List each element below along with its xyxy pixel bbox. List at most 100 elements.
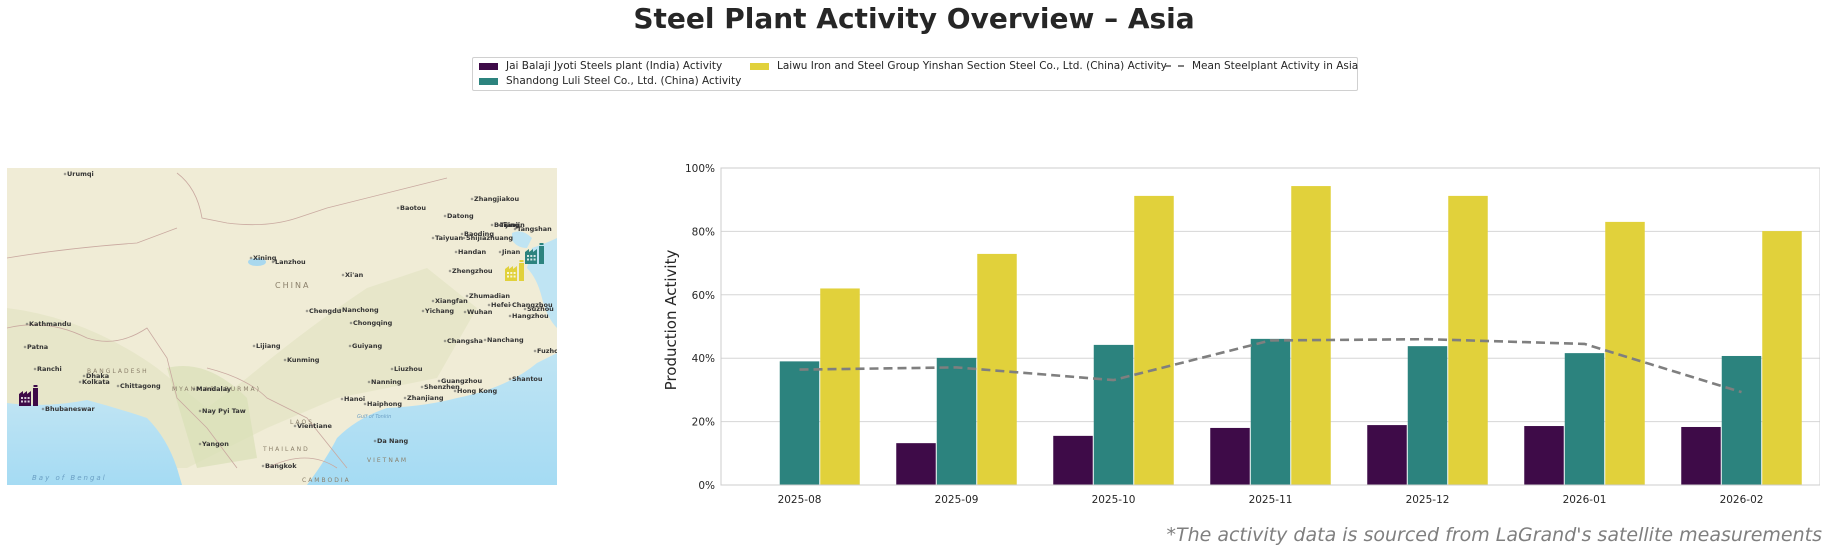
- y-tick-label: 60%: [692, 290, 715, 302]
- map-city-dot: [25, 322, 29, 326]
- map-label-city: Lijiang: [256, 342, 281, 350]
- map-label-city: Yangon: [201, 440, 229, 448]
- map-label-city: Xining: [253, 254, 277, 262]
- map-city-dot: [341, 273, 345, 277]
- legend-item-mean: Mean Steelplant Activity in Asia: [1165, 60, 1358, 72]
- bar: [1681, 426, 1721, 485]
- map-city-dot: [271, 260, 275, 264]
- map-city-dot: [33, 367, 37, 371]
- legend-label: Mean Steelplant Activity in Asia: [1192, 60, 1359, 72]
- legend-label: Shandong Luli Steel Co., Ltd. (China) Ac…: [506, 75, 742, 87]
- map-label-city: Zhanjiang: [407, 394, 444, 402]
- map-label-city: Lanzhou: [275, 258, 306, 266]
- chart-legend: Jai Balaji Jyoti Steels plant (India) Ac…: [472, 57, 1358, 91]
- map-city-dot: [23, 345, 27, 349]
- map-label-region: CHINA: [275, 281, 310, 290]
- map-city-dot: [533, 349, 537, 353]
- map-label-city: Bangkok: [265, 462, 297, 470]
- map-city-dot: [470, 197, 474, 201]
- x-tick-label: 2025-12: [1406, 494, 1450, 506]
- map-label-city: Chittagong: [120, 382, 161, 390]
- bar: [896, 443, 936, 485]
- y-ticks: 0% 20% 40% 60% 80% 100%: [685, 163, 715, 492]
- y-tick-label: 0%: [698, 480, 715, 492]
- y-tick-label: 40%: [692, 353, 715, 365]
- bar: [1053, 435, 1093, 485]
- bar: [1093, 344, 1134, 485]
- bar: [779, 361, 820, 485]
- map-label-city: Hanoi: [344, 395, 365, 403]
- y-tick-label: 20%: [692, 417, 715, 429]
- map-city-dot: [460, 232, 464, 236]
- map-city-dot: [487, 303, 491, 307]
- map-city-dot: [483, 338, 487, 342]
- map-label-city: Shijiazhuang: [466, 234, 513, 242]
- map-city-dot: [498, 250, 502, 254]
- map-label-city: Datong: [447, 212, 474, 220]
- map-label-city: Nanchong: [342, 306, 379, 314]
- map-label-city: Handan: [458, 248, 486, 256]
- factory-icon[interactable]: [19, 385, 38, 406]
- footnote: *The activity data is sourced from LaGra…: [1166, 524, 1822, 546]
- map-label-city: Yichang: [424, 307, 454, 315]
- x-ticks: 2025-08 2025-09 2025-10 2025-11 2025-12 2026-…: [778, 494, 1764, 506]
- map-label-city: Hefei: [491, 301, 510, 309]
- y-axis-label: Production Activity: [662, 250, 680, 391]
- map-label-city: Guangzhou: [441, 377, 483, 385]
- map-city-dot: [454, 250, 458, 254]
- map-label-city: Baotou: [400, 204, 426, 212]
- bar: [1407, 346, 1448, 485]
- x-tick-label: 2025-11: [1249, 494, 1293, 506]
- map-city-dot: [508, 303, 512, 307]
- map-label-city: Baoding: [464, 230, 494, 238]
- factory-icon[interactable]: [525, 243, 544, 264]
- map-lake: [248, 258, 266, 266]
- y-tick-label: 100%: [685, 163, 715, 175]
- legend-dash-mean: [1165, 65, 1184, 67]
- x-tick-label: 2025-09: [935, 494, 979, 506]
- map-label-region: LAOS: [290, 419, 314, 426]
- legend-label: Jai Balaji Jyoti Steels plant (India) Ac…: [506, 60, 723, 72]
- map-borders: [7, 172, 448, 469]
- map-city-dot: [198, 442, 202, 446]
- map-city-dot: [508, 377, 512, 381]
- bar: [1524, 426, 1564, 485]
- map-city-dot: [496, 223, 500, 227]
- map-city-dot: [465, 294, 469, 298]
- map-city-dot: [453, 389, 457, 393]
- bar: [1762, 231, 1802, 485]
- map-city-dot: [349, 321, 353, 325]
- map-city-dot: [523, 307, 527, 311]
- map-label-city: Ranchi: [37, 365, 62, 373]
- map-city-dot: [338, 308, 342, 312]
- map-city-dot: [490, 223, 494, 227]
- map-terrain: [167, 366, 257, 468]
- map-canvas: CHINA MYANMAR (BURMA) BANGLADESH LAOS TH…: [7, 168, 557, 485]
- map-city-dot: [340, 397, 344, 401]
- map-sea-south-china: [307, 353, 557, 485]
- map-label-city: Chongqing: [353, 319, 393, 327]
- legend-item-laiwu: Laiwu Iron and Steel Group Yinshan Secti…: [750, 60, 1167, 72]
- legend-swatch-laiwu: [750, 62, 769, 70]
- map-city-dot: [367, 380, 371, 384]
- map-label-city: Chengdu: [309, 307, 342, 315]
- map-city-dot: [78, 380, 82, 384]
- map-city-dot: [41, 407, 45, 411]
- map-markers: [19, 243, 544, 406]
- map-label-city: Tianjin: [500, 221, 525, 229]
- plant-location-map[interactable]: CHINA MYANMAR (BURMA) BANGLADESH LAOS TH…: [7, 168, 557, 485]
- map-label-city: Bhubaneswar: [45, 405, 96, 413]
- map-label-city: Kathmandu: [29, 320, 72, 328]
- factory-icon[interactable]: [505, 260, 524, 281]
- map-city-dot: [373, 439, 377, 443]
- map-label-city: Shantou: [512, 375, 543, 383]
- map-label-city: Xiangfan: [435, 297, 468, 305]
- map-city-dot: [305, 309, 309, 313]
- map-label-city: Hangzhou: [512, 312, 549, 320]
- map-label-city: Vientiane: [297, 422, 333, 430]
- map-city-dot: [462, 236, 466, 240]
- map-label-city: Nanchang: [487, 336, 524, 344]
- map-label-city: Urumqi: [67, 170, 94, 178]
- x-tick-label: 2026-02: [1720, 494, 1764, 506]
